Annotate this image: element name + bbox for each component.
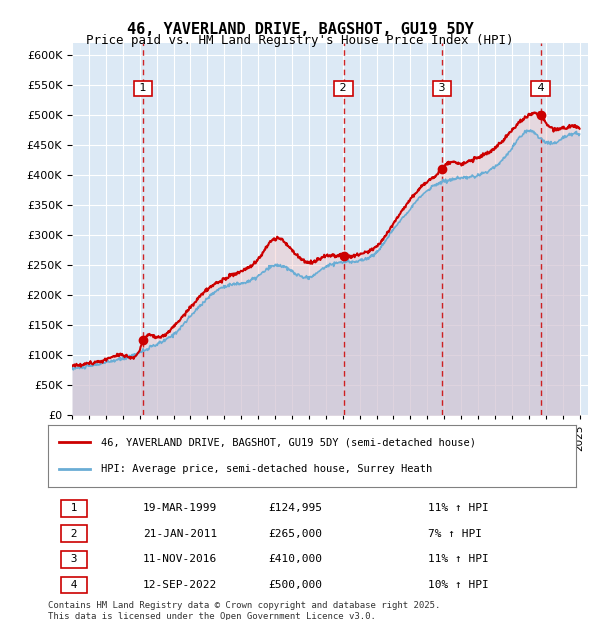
Text: 46, YAVERLAND DRIVE, BAGSHOT, GU19 5DY (semi-detached house): 46, YAVERLAND DRIVE, BAGSHOT, GU19 5DY (… [101, 437, 476, 447]
Text: £124,995: £124,995 [269, 503, 323, 513]
Text: 3: 3 [435, 84, 449, 94]
Text: 11-NOV-2016: 11-NOV-2016 [143, 554, 217, 564]
Text: 4: 4 [64, 580, 84, 590]
Text: £500,000: £500,000 [269, 580, 323, 590]
Text: 2: 2 [337, 84, 350, 94]
Text: 1: 1 [136, 84, 150, 94]
Text: 11% ↑ HPI: 11% ↑ HPI [428, 503, 489, 513]
Text: £410,000: £410,000 [269, 554, 323, 564]
Text: 11% ↑ HPI: 11% ↑ HPI [428, 554, 489, 564]
Text: 4: 4 [533, 84, 548, 94]
Text: Contains HM Land Registry data © Crown copyright and database right 2025.
This d: Contains HM Land Registry data © Crown c… [48, 601, 440, 620]
Text: 3: 3 [64, 554, 84, 564]
Text: 7% ↑ HPI: 7% ↑ HPI [428, 529, 482, 539]
Text: 2: 2 [64, 529, 84, 539]
Text: 46, YAVERLAND DRIVE, BAGSHOT, GU19 5DY: 46, YAVERLAND DRIVE, BAGSHOT, GU19 5DY [127, 22, 473, 37]
Text: 1: 1 [64, 503, 84, 513]
Text: HPI: Average price, semi-detached house, Surrey Heath: HPI: Average price, semi-detached house,… [101, 464, 432, 474]
Text: 19-MAR-1999: 19-MAR-1999 [143, 503, 217, 513]
Text: 21-JAN-2011: 21-JAN-2011 [143, 529, 217, 539]
Text: £265,000: £265,000 [269, 529, 323, 539]
Text: 10% ↑ HPI: 10% ↑ HPI [428, 580, 489, 590]
Text: 12-SEP-2022: 12-SEP-2022 [143, 580, 217, 590]
Text: Price paid vs. HM Land Registry's House Price Index (HPI): Price paid vs. HM Land Registry's House … [86, 34, 514, 47]
